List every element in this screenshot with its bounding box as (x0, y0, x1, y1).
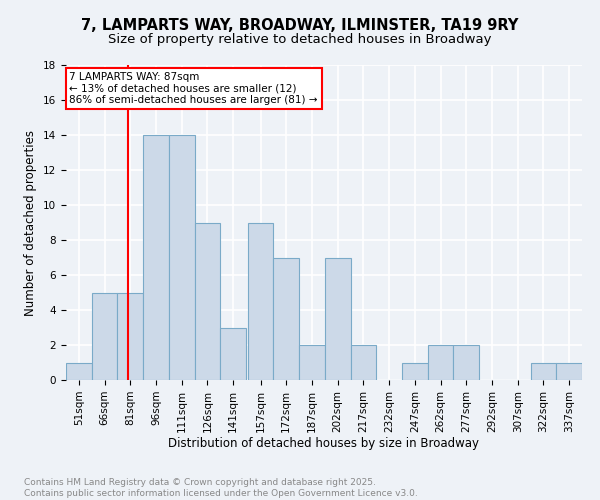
Bar (274, 258, 299, 380)
Text: 7 LAMPARTS WAY: 87sqm
← 13% of detached houses are smaller (12)
86% of semi-deta: 7 LAMPARTS WAY: 87sqm ← 13% of detached … (70, 72, 318, 105)
Bar (454, 345, 479, 380)
Y-axis label: Number of detached properties: Number of detached properties (25, 130, 37, 316)
Bar (92, 292, 118, 380)
Text: Contains HM Land Registry data © Crown copyright and database right 2025.
Contai: Contains HM Land Registry data © Crown c… (24, 478, 418, 498)
Bar (428, 345, 454, 380)
Bar (194, 222, 220, 380)
Bar (325, 258, 350, 380)
Text: 7, LAMPARTS WAY, BROADWAY, ILMINSTER, TA19 9RY: 7, LAMPARTS WAY, BROADWAY, ILMINSTER, TA… (82, 18, 518, 32)
Bar (556, 362, 582, 380)
Bar (248, 222, 274, 380)
Bar (118, 292, 143, 380)
Bar (350, 345, 376, 380)
Text: Size of property relative to detached houses in Broadway: Size of property relative to detached ho… (108, 32, 492, 46)
Bar (66, 362, 92, 380)
Bar (299, 345, 325, 380)
Bar (143, 135, 169, 380)
Bar (169, 135, 194, 380)
Bar (220, 328, 246, 380)
X-axis label: Distribution of detached houses by size in Broadway: Distribution of detached houses by size … (169, 438, 479, 450)
Bar (530, 362, 556, 380)
Bar (402, 362, 428, 380)
